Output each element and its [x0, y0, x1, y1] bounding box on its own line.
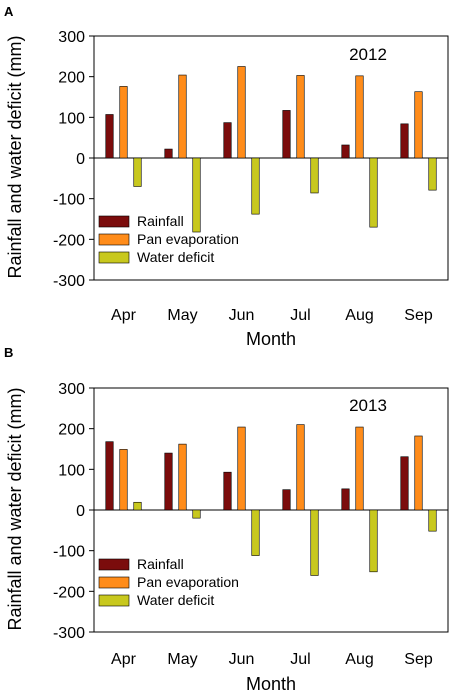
bar-a-series2-aug — [355, 75, 364, 159]
legend-swatch-a-1 — [98, 215, 130, 228]
bar-a-series1-jul — [282, 110, 291, 159]
x-axis-title-a: Month — [246, 329, 296, 349]
bar-a-series3-sep — [428, 157, 437, 191]
year-annotation-a: 2012 — [349, 45, 387, 64]
bar-a-series1-sep — [400, 123, 409, 159]
legend-swatch-a-3 — [98, 251, 130, 264]
legend-swatch-a-2 — [98, 233, 130, 246]
x-axis-title-b: Month — [246, 674, 296, 694]
y-tick-label-b-1: 200 — [58, 422, 85, 439]
legend-b: Rainfall Pan evaporation Water deficit — [98, 556, 239, 608]
bar-b-series2-jun — [237, 426, 246, 511]
y-tick-label-b-3: 0 — [76, 503, 85, 520]
bar-a-series1-may — [164, 148, 173, 159]
bar-b-series1-apr — [105, 441, 114, 511]
bar-a-series2-sep — [414, 91, 423, 159]
bar-b-series3-may — [192, 509, 201, 519]
bar-a-series3-aug — [369, 157, 378, 228]
y-axis-title-b: Rainfall and water deficit (mm) — [5, 387, 25, 630]
x-tick-label-a-0: Apr — [111, 307, 137, 324]
bar-b-series2-apr — [119, 449, 128, 511]
bar-b-series1-jul — [282, 489, 291, 511]
panel-label-b: B — [4, 345, 13, 360]
legend-label-a-1: Rainfall — [137, 213, 184, 229]
y-tick-label-b-6: -300 — [53, 625, 85, 642]
bar-b-series2-jul — [296, 424, 305, 511]
legend-swatch-b-1 — [98, 558, 130, 571]
bar-a-series1-jun — [223, 122, 232, 159]
x-tick-label-b-5: Sep — [404, 651, 433, 668]
x-tick-label-a-1: May — [167, 307, 197, 324]
bar-b-series1-jun — [223, 471, 232, 511]
x-tick-label-a-5: Sep — [404, 307, 433, 324]
y-tick-label-a-4: -100 — [53, 192, 85, 209]
bar-a-series2-jul — [296, 75, 305, 159]
y-tick-label-b-5: -200 — [53, 584, 85, 601]
panel-b: B Rainfall and water deficit (mm) Month … — [4, 345, 449, 694]
bar-b-series1-sep — [400, 456, 409, 511]
x-tick-label-a-3: Jul — [290, 307, 310, 324]
plot-area-b: 300 200 100 0 -100 -200 -300 Apr May Jun Jul Aug Sep… — [53, 381, 449, 668]
bar-b-series3-apr — [133, 501, 142, 511]
y-axis-title-a: Rainfall and water deficit (mm) — [5, 35, 25, 278]
bar-a-series3-jul — [310, 157, 319, 194]
x-tick-label-b-3: Jul — [290, 651, 310, 668]
bar-b-series2-may — [178, 443, 187, 511]
y-tick-label-a-0: 300 — [58, 29, 85, 46]
bar-a-series1-apr — [105, 114, 114, 159]
bar-b-series3-aug — [369, 509, 378, 573]
legend-label-b-3: Water deficit — [137, 592, 214, 608]
bar-a-series2-apr — [119, 86, 128, 159]
legend-swatch-b-2 — [98, 576, 130, 589]
x-tick-label-b-0: Apr — [111, 651, 137, 668]
y-tick-label-a-3: 0 — [76, 151, 85, 168]
y-tick-label-b-4: -100 — [53, 544, 85, 561]
bar-a-series1-aug — [341, 144, 350, 159]
legend-label-a-2: Pan evaporation — [137, 231, 239, 247]
x-tick-label-a-4: Aug — [345, 307, 373, 324]
y-tick-label-a-5: -200 — [53, 232, 85, 249]
y-tick-label-a-6: -300 — [53, 273, 85, 290]
x-tick-label-b-1: May — [167, 651, 197, 668]
bar-b-series2-aug — [355, 426, 364, 511]
bar-b-series1-may — [164, 452, 173, 511]
y-tick-label-a-2: 100 — [58, 110, 85, 127]
bar-b-series3-jul — [310, 509, 319, 576]
y-tick-label-a-1: 200 — [58, 70, 85, 87]
legend-label-b-1: Rainfall — [137, 556, 184, 572]
legend-label-a-3: Water deficit — [137, 249, 214, 265]
year-annotation-b: 2013 — [349, 396, 387, 415]
bar-b-series3-jun — [251, 509, 260, 556]
bar-b-series1-aug — [341, 488, 350, 511]
bar-b-series2-sep — [414, 435, 423, 511]
legend-label-b-2: Pan evaporation — [137, 574, 239, 590]
bar-a-series3-jun — [251, 157, 260, 215]
x-tick-label-b-2: Jun — [229, 651, 255, 668]
panel-a: A Rainfall and water deficit (mm) Month … — [4, 4, 449, 349]
bar-b-series3-sep — [428, 509, 437, 532]
y-tick-label-b-0: 300 — [58, 381, 85, 398]
legend-swatch-b-3 — [98, 594, 130, 607]
x-tick-label-a-2: Jun — [229, 307, 255, 324]
plot-area-a: 300 200 100 0 -100 -200 -300 Apr May Jun Jul Aug Sep… — [53, 29, 449, 324]
legend-a: Rainfall Pan evaporation Water deficit — [98, 213, 239, 265]
panel-label-a: A — [4, 4, 14, 19]
bar-a-series3-may — [192, 157, 201, 233]
bar-a-series2-may — [178, 74, 187, 159]
bar-a-series3-apr — [133, 157, 142, 187]
x-tick-label-b-4: Aug — [345, 651, 373, 668]
y-tick-label-b-2: 100 — [58, 462, 85, 479]
bar-a-series2-jun — [237, 66, 246, 159]
